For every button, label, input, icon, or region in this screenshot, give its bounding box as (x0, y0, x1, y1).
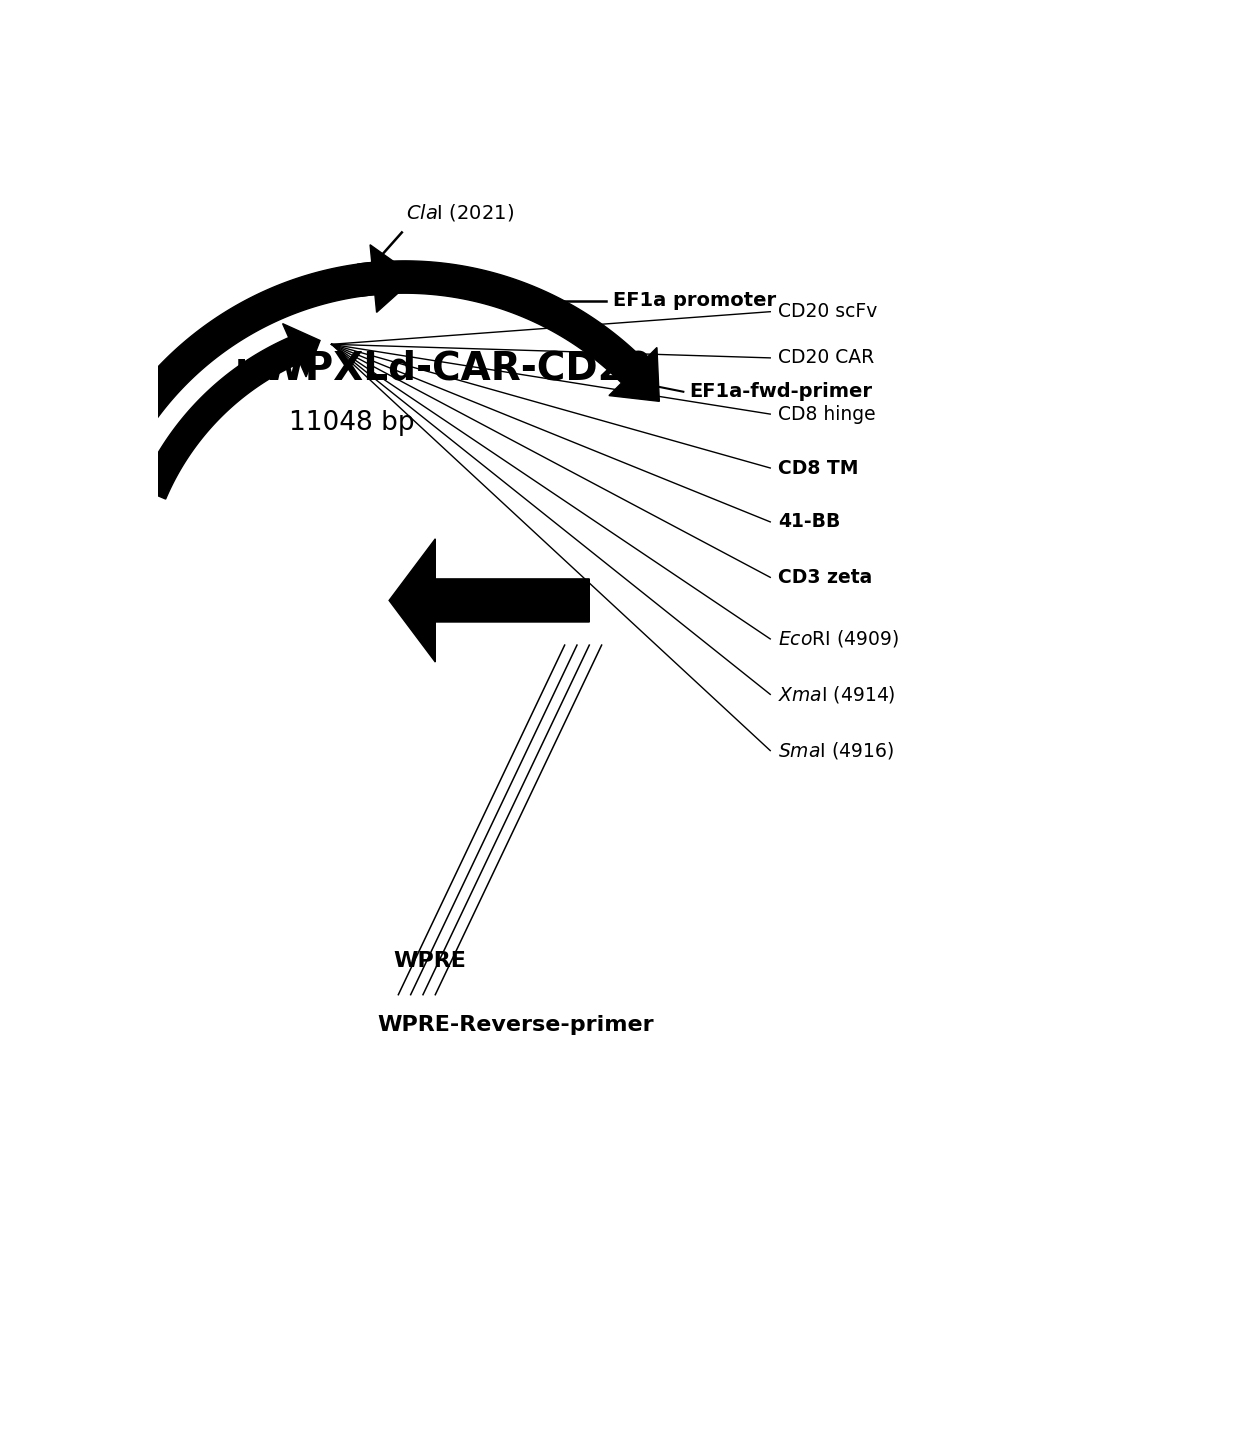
Polygon shape (104, 244, 415, 457)
Text: $\it{Cla}$I (2021): $\it{Cla}$I (2021) (405, 202, 513, 223)
Text: EF1a-fwd-primer: EF1a-fwd-primer (689, 382, 873, 401)
Text: CD20 CAR: CD20 CAR (777, 349, 874, 368)
Text: CD8 hinge: CD8 hinge (777, 405, 875, 424)
Text: WPRE-Reverse-primer: WPRE-Reverse-primer (377, 1015, 655, 1035)
Text: $\it{Sma}$I (4916): $\it{Sma}$I (4916) (777, 740, 894, 761)
Text: $\it{Eco}$RI (4909): $\it{Eco}$RI (4909) (777, 629, 899, 649)
Text: pWPXLd-CAR-CD20: pWPXLd-CAR-CD20 (236, 350, 652, 389)
Text: $\it{Xma}$I (4914): $\it{Xma}$I (4914) (777, 684, 895, 705)
Text: EF1a promoter: EF1a promoter (613, 292, 776, 310)
Polygon shape (140, 323, 320, 500)
Polygon shape (389, 538, 589, 662)
Text: 11048 bp: 11048 bp (289, 411, 414, 437)
Text: 41-BB: 41-BB (777, 513, 841, 531)
Text: CD8 TM: CD8 TM (777, 458, 858, 478)
Polygon shape (357, 261, 660, 401)
Text: CD20 scFv: CD20 scFv (777, 302, 878, 322)
Text: CD3 zeta: CD3 zeta (777, 567, 872, 587)
Text: WPRE: WPRE (393, 951, 466, 971)
